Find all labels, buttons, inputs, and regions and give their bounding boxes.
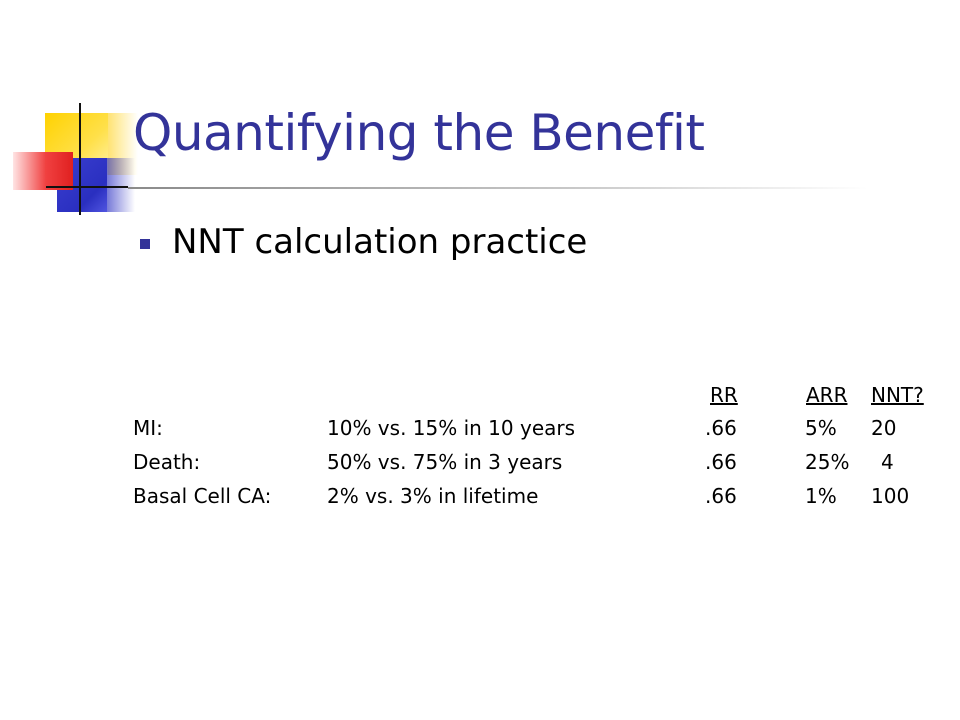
row-arr: 1%: [805, 484, 837, 508]
logo-vertical-line: [79, 103, 81, 215]
row-rr: .66: [705, 484, 737, 508]
bullet-item: NNT calculation practice: [140, 222, 587, 262]
row-description: 50% vs. 75% in 3 years: [327, 450, 563, 474]
row-nnt: 4: [881, 450, 894, 474]
row-description: 10% vs. 15% in 10 years: [327, 416, 576, 440]
title-underline-rule: [128, 187, 868, 189]
row-rr: .66: [705, 416, 737, 440]
header-arr: ARR: [806, 383, 848, 407]
square-bullet-icon: [140, 239, 150, 249]
row-label: Basal Cell CA:: [133, 484, 272, 508]
header-rr: RR: [710, 383, 738, 407]
row-label: MI:: [133, 416, 163, 440]
header-nnt: NNT?: [871, 383, 924, 407]
blue-square-fade: [107, 158, 135, 212]
red-square: [13, 152, 73, 190]
slide-title: Quantifying the Benefit: [133, 104, 705, 162]
logo-horizontal-line: [46, 186, 128, 188]
bullet-text: NNT calculation practice: [172, 222, 588, 262]
row-nnt: 20: [871, 416, 897, 440]
row-rr: .66: [705, 450, 737, 474]
row-nnt: 100: [871, 484, 910, 508]
row-description: 2% vs. 3% in lifetime: [327, 484, 539, 508]
row-arr: 25%: [805, 450, 850, 474]
row-arr: 5%: [805, 416, 837, 440]
row-label: Death:: [133, 450, 201, 474]
decorative-squares-logo: [0, 0, 140, 230]
